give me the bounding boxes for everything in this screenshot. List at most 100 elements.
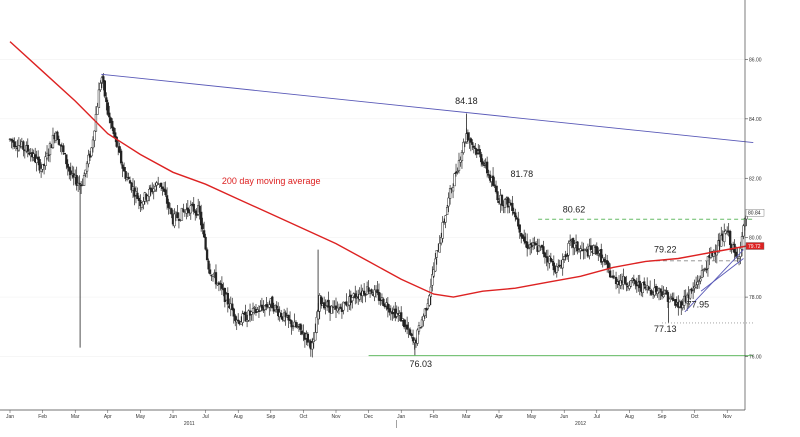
x-month-label-8: Sep (266, 414, 275, 420)
x-month-label-2: Mar (71, 414, 80, 420)
candle-body-3 (13, 141, 16, 147)
candle-body-64 (103, 80, 106, 97)
candle-body-66 (106, 102, 109, 115)
candle-body-133 (205, 249, 209, 260)
candle-body-457 (686, 294, 689, 304)
candle-body-196 (299, 323, 302, 330)
candle-body-251 (380, 297, 384, 301)
candle-body-129 (200, 211, 203, 226)
candle-body-305 (460, 152, 464, 161)
candle-body-249 (377, 292, 381, 301)
candle-body-147 (226, 292, 229, 305)
candle-body-399 (600, 249, 603, 263)
x-month-label-7: Aug (234, 414, 243, 420)
candle-body-170 (260, 304, 264, 309)
candle-body-74 (118, 146, 121, 153)
candle-body-295 (445, 207, 449, 216)
candle-body-75 (119, 150, 123, 164)
candle-body-494 (740, 236, 744, 250)
candle-body-486 (729, 231, 732, 245)
candle-body-41 (69, 170, 72, 176)
candle-body-441 (662, 294, 665, 298)
candle-body-422 (634, 280, 637, 285)
candle-body-152 (234, 315, 237, 321)
candle-body-24 (44, 156, 47, 166)
candle-body-415 (623, 277, 627, 284)
candle-body-492 (737, 256, 741, 259)
candle-body-157 (241, 313, 244, 323)
candle-body-38 (65, 154, 68, 165)
x-month-label-5: Jun (169, 414, 177, 420)
series-line-0 (9, 41, 747, 298)
candle-body-103 (161, 186, 164, 189)
x-month-label-10: Nov (332, 414, 341, 420)
x-month-label-1: Feb (38, 414, 47, 420)
candle-body-428 (643, 281, 646, 286)
candle-body-433 (650, 290, 653, 295)
candle-body-419 (629, 280, 633, 287)
x-month-label-22: Nov (723, 414, 732, 420)
candle-body-205 (312, 338, 315, 342)
candle-body-369 (555, 266, 558, 273)
x-month-label-21: Oct (691, 414, 699, 420)
x-month-label-11: Dec (364, 414, 373, 420)
candle-body-312 (471, 142, 474, 145)
candle-body-347 (523, 236, 526, 242)
candle-body-45 (75, 175, 78, 186)
candle-body-2 (11, 139, 15, 143)
candle-body-72 (115, 136, 118, 147)
candle-body-467 (700, 270, 704, 278)
grid (0, 59, 745, 357)
annotation-81-78: 81.78 (511, 169, 534, 179)
candle-body-275 (416, 329, 419, 344)
candle-body-60 (97, 89, 101, 108)
candle-body-22 (41, 164, 44, 170)
candle-body-287 (434, 258, 437, 272)
candle-body-248 (376, 289, 379, 294)
candle-body-50 (82, 175, 86, 186)
y-axis: 76.00 78.00 80.00 82.00 84.00 86.00 80.84 79.72 (744, 0, 765, 410)
candle-body-102 (159, 182, 163, 187)
candle-body-360 (542, 246, 545, 255)
x-month-label-17: Jun (560, 414, 568, 420)
candle-body-313 (472, 145, 475, 148)
candle-body-183 (280, 313, 283, 318)
x-month-label-0: Jan (6, 414, 14, 420)
candle-body-297 (448, 188, 452, 199)
candle-body-371 (558, 264, 561, 267)
candle-body-153 (235, 319, 238, 323)
candle-body-56 (91, 139, 95, 149)
candle-body-246 (373, 289, 376, 297)
candle-body-139 (214, 272, 218, 285)
candle-body-132 (204, 236, 207, 250)
candle-body-191 (291, 326, 295, 329)
candle-body-124 (192, 203, 195, 212)
candle-body-320 (483, 164, 486, 166)
candle-body-70 (112, 127, 115, 135)
candle-body-268 (405, 324, 409, 330)
candle-body-383 (576, 241, 579, 252)
candle-body-194 (296, 326, 299, 328)
candle-body-120 (186, 207, 189, 212)
candle-body-180 (275, 305, 278, 309)
candle-body-431 (647, 286, 650, 290)
candle-body-223 (339, 306, 342, 309)
candle-body-52 (85, 162, 89, 172)
candle-body-269 (407, 328, 410, 330)
candle-body-484 (726, 231, 729, 233)
candle-body-172 (263, 305, 267, 310)
candle-body-212 (322, 302, 326, 309)
candle-body-466 (699, 278, 702, 282)
candle-body-27 (48, 143, 52, 156)
candle-body-453 (680, 301, 683, 309)
candle-body-264 (400, 312, 403, 322)
candle-body-342 (515, 217, 518, 220)
candle-body-463 (694, 284, 698, 288)
candle-body-341 (514, 212, 517, 218)
annotations: 84.18 81.78 80.62 79.22 77.95 77.13 76.03 200 d… (222, 96, 709, 369)
candle-body-95 (149, 187, 152, 190)
candle-body-270 (408, 329, 412, 335)
candle-body-389 (585, 248, 588, 251)
x-month-label-3: Apr (104, 414, 112, 420)
candle-body-309 (466, 132, 470, 141)
